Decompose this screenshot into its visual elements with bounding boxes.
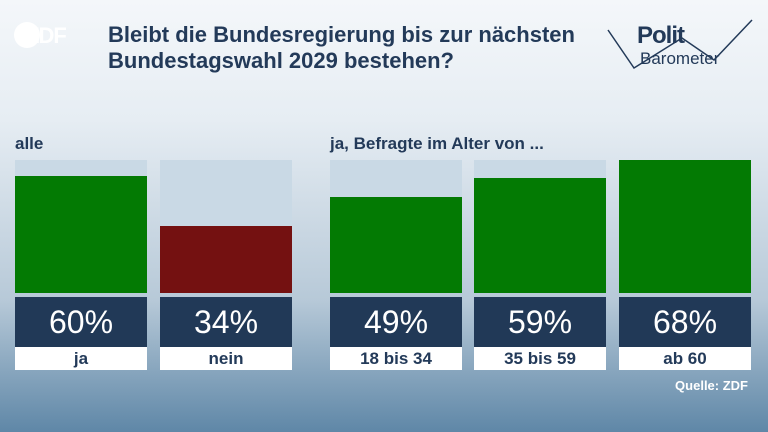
politbarometer-logo: Polit Barometer — [606, 16, 756, 72]
category-label: 18 bis 34 — [330, 347, 462, 370]
category-label: ab 60 — [619, 347, 751, 370]
chart-title: Bleibt die Bundesregierung bis zur nächs… — [108, 22, 575, 73]
politbarometer-zigzag-icon — [607, 19, 753, 70]
data-label: 49% — [330, 297, 462, 347]
bar — [619, 160, 751, 293]
bar-track — [330, 160, 462, 293]
bar-track — [474, 160, 606, 293]
bar-track — [160, 160, 292, 293]
data-label: 60% — [15, 297, 147, 347]
bar-track — [619, 160, 751, 293]
group-label-all: alle — [15, 134, 44, 153]
zdf-logo-circle — [14, 22, 40, 48]
category-label: 35 bis 59 — [474, 347, 606, 370]
zdf-logo-text: ZDF — [26, 23, 67, 48]
politbarometer-logo-line1: Polit — [637, 22, 685, 49]
category-label: nein — [160, 347, 292, 370]
source-note: Quelle: ZDF — [675, 378, 748, 393]
group-label-age: ja, Befragte im Alter von ... — [330, 134, 544, 153]
bar — [15, 176, 147, 293]
bar — [474, 178, 606, 293]
bar-track — [15, 160, 147, 293]
data-label: 68% — [619, 297, 751, 347]
bar — [160, 226, 292, 293]
data-label: 59% — [474, 297, 606, 347]
category-label: ja — [15, 347, 147, 370]
bar — [330, 197, 462, 293]
zdf-logo: ZDF — [14, 22, 76, 48]
politbarometer-logo-line2: Barometer — [640, 49, 720, 68]
data-label: 34% — [160, 297, 292, 347]
